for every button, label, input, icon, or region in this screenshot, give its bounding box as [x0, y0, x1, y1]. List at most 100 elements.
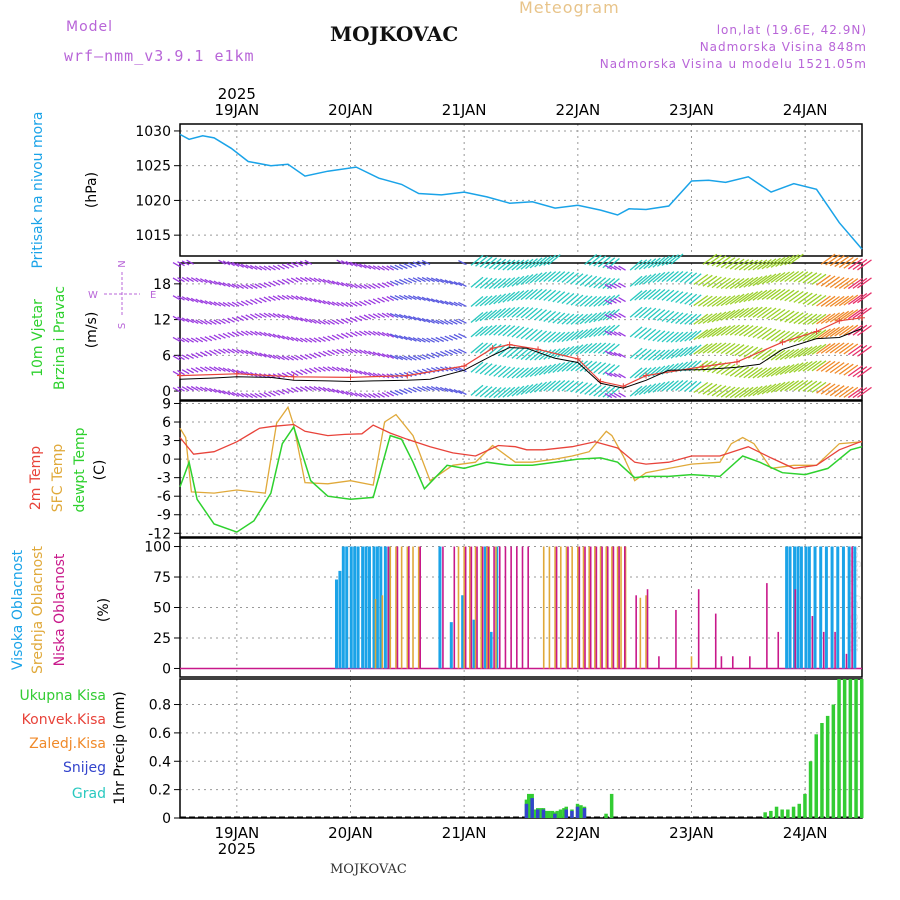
wind-barb [195, 337, 204, 343]
wind-barb [618, 331, 626, 337]
wind-barb [181, 369, 190, 375]
wind-barb [775, 349, 790, 361]
wind-barb [449, 349, 458, 355]
wind-barb [281, 294, 290, 300]
wind-barb [604, 350, 613, 356]
y-tick-label: 1025 [135, 159, 171, 175]
wind-barb [322, 300, 331, 306]
wind-barb [666, 348, 679, 360]
wind-barb [497, 366, 511, 378]
temp-unit: (C) [92, 460, 108, 481]
wind-barb [570, 344, 584, 356]
wind-barb [181, 276, 190, 283]
wind-barb [720, 257, 736, 269]
wind-barb [593, 311, 607, 323]
wind-barb [345, 301, 354, 308]
wind-barb [629, 385, 643, 397]
wind-barb [318, 319, 326, 325]
wind-barb [761, 288, 777, 300]
wind-barb [843, 257, 859, 269]
wind-barb [688, 273, 702, 285]
wind-barb [707, 326, 722, 338]
wind-barb [752, 326, 768, 339]
wind-barb [729, 365, 745, 377]
wind-barb [218, 301, 226, 307]
wind-barb [389, 280, 399, 286]
wind-barb [377, 312, 385, 318]
wind-barb [295, 355, 304, 361]
cloud-panel-frame [179, 537, 863, 678]
wind-barb [734, 344, 750, 357]
wind-barb [327, 387, 335, 393]
y-tick-label: 0 [162, 452, 171, 468]
wind-barb [697, 328, 713, 340]
wind-barb [195, 277, 204, 283]
wind-barb [213, 301, 222, 307]
wind-barb [675, 380, 689, 392]
y-tick-label: 1020 [135, 193, 171, 209]
wind-barb [829, 295, 845, 307]
wind-barb [525, 307, 538, 319]
wind-barb [843, 294, 859, 306]
wind-barb [349, 368, 358, 374]
wind-barb [222, 390, 231, 396]
wind-barb [227, 301, 235, 307]
wind-barb [421, 259, 431, 266]
wind-barb [609, 265, 617, 271]
wind-barb [525, 273, 538, 285]
temperature-panel-frame [179, 400, 863, 538]
wind-barb [426, 297, 435, 303]
wind-barb [281, 263, 290, 269]
wind-barb [295, 316, 304, 322]
wind-barb [829, 342, 845, 354]
wind-barb [349, 391, 358, 397]
wind-barb [389, 295, 399, 301]
wind-barb [534, 256, 548, 268]
wind-barb [254, 265, 263, 271]
wind-barb [403, 355, 413, 361]
wind-barb [172, 277, 181, 283]
wind-barb [570, 294, 584, 306]
precip-bar-0 [854, 679, 858, 818]
wind-barb [381, 392, 390, 398]
wind-barb [779, 363, 795, 375]
wind-barb [204, 387, 213, 393]
y-tick-label: 0.8 [149, 698, 171, 714]
wind-barb [525, 329, 538, 341]
wind-barb [857, 307, 872, 319]
wind-barb [816, 295, 831, 307]
wind-barb [613, 331, 622, 337]
wind-barb [195, 386, 204, 392]
x-tick-label-bottom: 22JAN [555, 824, 600, 842]
wind-barb [475, 342, 488, 354]
wind-barb [359, 263, 367, 269]
wind-barb [403, 278, 413, 284]
wind-barb [734, 259, 750, 271]
wind-barb [847, 387, 863, 399]
wind-barb [752, 259, 768, 271]
wind-barb [493, 278, 507, 289]
wind-barb [747, 385, 763, 397]
wind-barb [340, 348, 349, 354]
wind-barb [236, 392, 244, 398]
wind-barb [204, 300, 213, 306]
wind-barb [729, 324, 745, 336]
wind-barb [453, 348, 463, 355]
wind-barb [716, 277, 731, 289]
wind-barb [602, 324, 616, 336]
wind-barb [484, 294, 498, 306]
wind-barb [775, 255, 790, 268]
wind-barb [399, 388, 408, 395]
wind-barb [254, 351, 263, 357]
wind-barb [479, 325, 493, 337]
wind-barb [679, 313, 693, 325]
wind-barb [688, 344, 702, 356]
wind-barb [720, 342, 736, 355]
wind-barb [345, 260, 354, 267]
wind-barb [552, 312, 566, 324]
wind-barb [634, 259, 648, 271]
wind-barb [240, 392, 249, 398]
wind-barb [277, 334, 285, 340]
wind-barb [299, 386, 308, 392]
wind-barb [488, 308, 502, 320]
